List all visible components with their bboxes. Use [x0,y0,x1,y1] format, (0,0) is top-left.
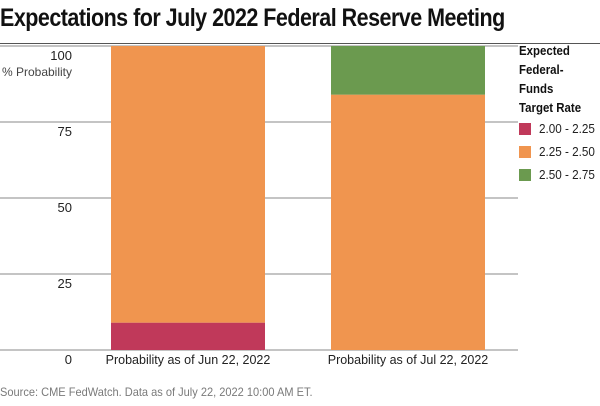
bar-segment [111,322,265,350]
legend-label: 2.25 - 2.50 [539,144,595,159]
legend-item: 2.25 - 2.50 [519,140,600,163]
legend-label: 2.50 - 2.75 [539,167,595,182]
title-divider [0,43,600,44]
legend-items: 2.00 - 2.25 2.25 - 2.50 2.50 - 2.75 [519,117,600,186]
chart-title: Expectations for July 2022 Federal Reser… [0,4,505,32]
legend-swatch [519,145,531,158]
y-tick-label: 0 [65,352,72,367]
y-tick-label: 100 [50,48,72,63]
y-tick-label: 25 [58,276,72,291]
y-axis-label: % Probability [2,65,72,79]
legend-item: 2.00 - 2.25 [519,117,600,140]
y-tick-label: 75 [58,124,72,139]
legend-item: 2.50 - 2.75 [519,163,600,186]
x-category-label: Probability as of Jul 22, 2022 [328,353,489,367]
legend-title: Expected Federal-Funds Target Rate [519,43,582,115]
legend-label: 2.00 - 2.25 [539,121,595,136]
legend-swatch [519,122,531,135]
legend-swatch [519,168,531,181]
y-tick-label: 50 [58,200,72,215]
bar-segment [331,94,485,350]
bar-segment [331,46,485,95]
bar-segment [111,46,265,323]
source-note: Source: CME FedWatch. Data as of July 22… [0,385,313,399]
x-category-label: Probability as of Jun 22, 2022 [106,353,271,367]
legend: Expected Federal-Funds Target Rate 2.00 … [519,41,600,186]
